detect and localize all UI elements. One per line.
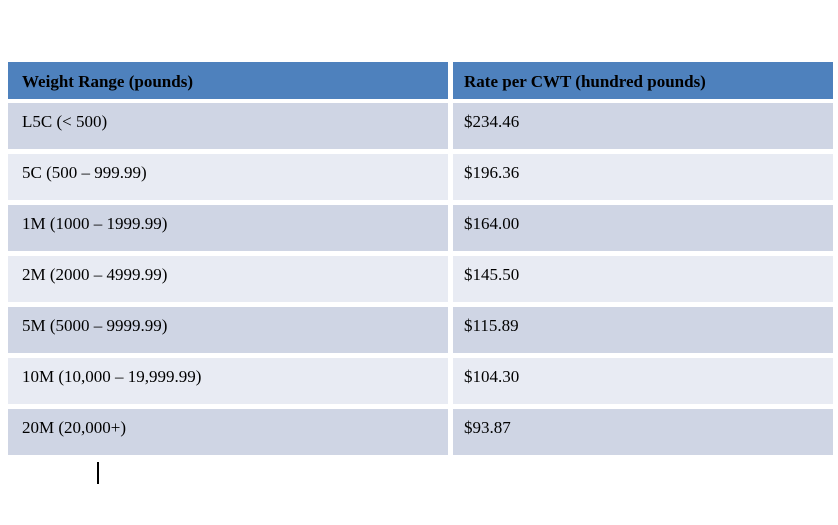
rate-cell[interactable]: $145.50 <box>453 256 833 302</box>
table-row: 5M (5000 – 9999.99) $115.89 <box>8 307 833 353</box>
rate-cell[interactable]: $196.36 <box>453 154 833 200</box>
text-cursor <box>97 462 99 484</box>
table-row: L5C (< 500) $234.46 <box>8 103 833 149</box>
rate-cell[interactable]: $104.30 <box>453 358 833 404</box>
weight-cell[interactable]: 5M (5000 – 9999.99) <box>8 307 448 353</box>
weight-cell[interactable]: 5C (500 – 999.99) <box>8 154 448 200</box>
weight-cell[interactable]: L5C (< 500) <box>8 103 448 149</box>
rate-cell[interactable]: $115.89 <box>453 307 833 353</box>
table-row: 1M (1000 – 1999.99) $164.00 <box>8 205 833 251</box>
weight-cell[interactable]: 1M (1000 – 1999.99) <box>8 205 448 251</box>
table-row: 10M (10,000 – 19,999.99) $104.30 <box>8 358 833 404</box>
table-row: 5C (500 – 999.99) $196.36 <box>8 154 833 200</box>
rate-cell[interactable]: $234.46 <box>453 103 833 149</box>
weight-cell[interactable]: 20M (20,000+) <box>8 409 448 455</box>
rate-cell[interactable]: $164.00 <box>453 205 833 251</box>
header-rate-per-cwt[interactable]: Rate per CWT (hundred pounds) <box>453 62 833 99</box>
weight-cell[interactable]: 2M (2000 – 4999.99) <box>8 256 448 302</box>
table-row: 20M (20,000+) $93.87 <box>8 409 833 455</box>
rate-cell[interactable]: $93.87 <box>453 409 833 455</box>
table-row: 2M (2000 – 4999.99) $145.50 <box>8 256 833 302</box>
weight-cell[interactable]: 10M (10,000 – 19,999.99) <box>8 358 448 404</box>
header-weight-range[interactable]: Weight Range (pounds) <box>8 62 448 99</box>
freight-rate-table: Weight Range (pounds) Rate per CWT (hund… <box>8 62 833 460</box>
table-header-row: Weight Range (pounds) Rate per CWT (hund… <box>8 62 833 99</box>
